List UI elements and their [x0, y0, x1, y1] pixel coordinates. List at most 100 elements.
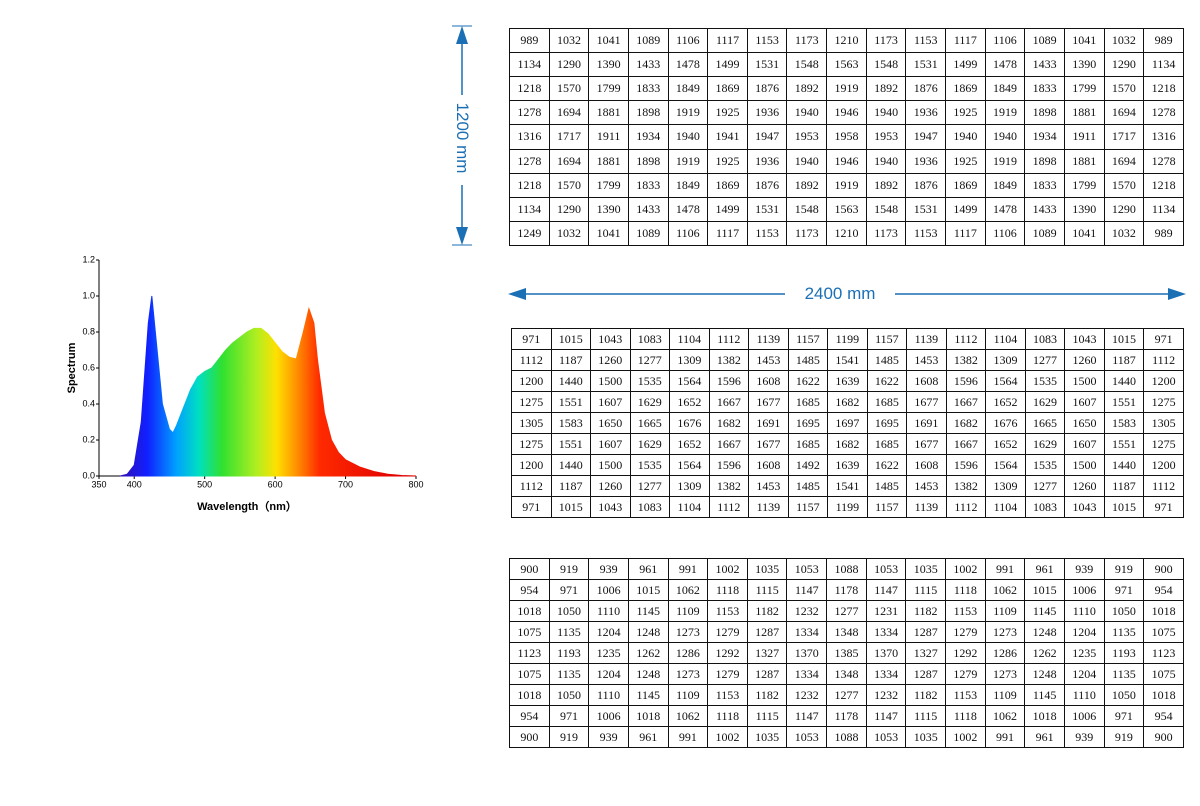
table-cell: 1676: [985, 412, 1026, 434]
table-cell: 971: [548, 579, 590, 601]
table-cell: 971: [1143, 496, 1184, 518]
table-cell: 1260: [590, 349, 631, 371]
table-cell: 1200: [1143, 454, 1184, 476]
table-cell: 1881: [1063, 100, 1105, 126]
table-cell: 1629: [629, 391, 671, 413]
table-cell: 1118: [945, 705, 986, 727]
table-cell: 1869: [945, 76, 986, 102]
table-cell: 1936: [746, 148, 788, 174]
y-tick-label: 0.0: [82, 470, 95, 480]
table-row: 1123 1193 1235 1262 1286 1292 1327 1370 1385 1370…: [509, 642, 1184, 664]
table-cell: 1869: [707, 172, 748, 198]
table-cell: 1139: [906, 328, 947, 350]
table-cell: 1919: [826, 172, 867, 198]
table-cell: 1279: [707, 663, 748, 685]
table-row: 1112 1187 1260 1277 1309 1382 1453 1485 1541 1485…: [511, 475, 1184, 497]
table-cell: 1109: [984, 600, 1026, 622]
table-cell: 1940: [865, 100, 907, 126]
table-row: 971 1015 1043 1083 1104 1112 1139 1157 1199 1157 1…: [511, 496, 1184, 518]
table-row: 971 1015 1043 1083 1104 1112 1139 1157 1199 1157 1…: [511, 328, 1184, 350]
table-cell: 1911: [588, 124, 629, 150]
table-cell: 1925: [707, 100, 748, 126]
table-cell: 1583: [1103, 412, 1145, 434]
table-cell: 1218: [509, 76, 550, 102]
table-cell: 1500: [1064, 370, 1105, 392]
table-cell: 1035: [905, 558, 947, 580]
table-cell: 1478: [984, 196, 1026, 222]
table-cell: 1309: [985, 349, 1026, 371]
table-cell: 1946: [826, 148, 867, 174]
table-cell: 1278: [509, 148, 550, 174]
table-cell: 1682: [827, 391, 868, 413]
table-cell: 1940: [786, 148, 828, 174]
table-cell: 1134: [1143, 196, 1184, 222]
table-cell: 1685: [866, 433, 908, 455]
table-cell: 1277: [826, 600, 867, 622]
table-cell: 1062: [667, 705, 709, 727]
table-cell: 1629: [629, 433, 671, 455]
table-cell: 1287: [746, 663, 788, 685]
table-cell: 1286: [984, 642, 1026, 664]
table-cell: 1564: [669, 454, 710, 476]
table-cell: 1075: [1143, 663, 1184, 685]
table-row: 989 1032 1041 1089 1106 1117 1153 1173 1210 1173 1…: [509, 27, 1184, 54]
table-cell: 1596: [945, 454, 987, 476]
table-cell: 1002: [707, 558, 748, 580]
table-cell: 1936: [746, 100, 788, 126]
table-cell: 1153: [746, 27, 788, 54]
table-cell: 1334: [786, 663, 828, 685]
table-cell: 1006: [588, 579, 629, 601]
table-cell: 1006: [1063, 705, 1105, 727]
table-cell: 1145: [627, 684, 669, 706]
table-cell: 1218: [1143, 76, 1184, 102]
table-cell: 991: [984, 558, 1026, 580]
table-cell: 1032: [548, 27, 590, 54]
table-cell: 1833: [627, 172, 669, 198]
table-cell: 1382: [708, 475, 750, 497]
table-cell: 1018: [509, 600, 550, 622]
x-tick-label: 500: [197, 479, 212, 489]
table-cell: 1118: [707, 705, 748, 727]
table-cell: 1135: [548, 621, 590, 643]
table-cell: 1041: [588, 27, 629, 54]
table-cell: 1531: [905, 52, 947, 78]
table-cell: 1650: [590, 412, 631, 434]
table-cell: 1694: [548, 100, 590, 126]
table-cell: 1911: [1063, 124, 1105, 150]
table-cell: 1015: [550, 496, 592, 518]
table-cell: 1139: [906, 496, 947, 518]
table-row: 1305 1583 1650 1665 1676 1682 1691 1695 1697 1695…: [511, 412, 1184, 434]
table-cell: 1682: [945, 412, 987, 434]
table-cell: 1881: [588, 100, 629, 126]
table-cell: 1083: [1024, 496, 1066, 518]
table-row: 1275 1551 1607 1629 1652 1667 1677 1685 1682 1685…: [511, 433, 1184, 455]
table-cell: 1570: [548, 76, 590, 102]
table-cell: 1453: [906, 349, 947, 371]
table-cell: 1334: [786, 621, 828, 643]
table-cell: 1050: [548, 684, 590, 706]
table-row: 1018 1050 1110 1145 1109 1153 1182 1232 1277 1232…: [509, 684, 1184, 706]
table-cell: 1500: [590, 454, 631, 476]
table-cell: 1327: [746, 642, 788, 664]
table-cell: 1112: [511, 475, 552, 497]
table-row: 1249 1032 1041 1089 1106 1117 1153 1173 1210 1173…: [509, 220, 1184, 247]
table-cell: 1677: [906, 433, 947, 455]
table-cell: 1002: [945, 558, 986, 580]
table-cell: 1453: [906, 475, 947, 497]
table-cell: 1235: [588, 642, 629, 664]
table-cell: 1115: [905, 705, 947, 727]
table-cell: 1677: [906, 391, 947, 413]
table-cell: 1262: [1024, 642, 1065, 664]
table-cell: 1053: [865, 558, 907, 580]
table-cell: 1248: [1024, 663, 1065, 685]
table-cell: 1881: [1063, 148, 1105, 174]
table-cell: 1390: [588, 52, 629, 78]
table-cell: 1953: [865, 124, 907, 150]
table-cell: 1682: [708, 412, 750, 434]
table-cell: 1958: [826, 124, 867, 150]
table-row: 1218 1570 1799 1833 1849 1869 1876 1892 1919 1892…: [509, 76, 1184, 102]
table-cell: 1531: [746, 196, 788, 222]
table-cell: 1898: [1024, 100, 1065, 126]
y-tick-label: 0.8: [82, 326, 95, 336]
x-tick-label: 800: [408, 479, 423, 489]
